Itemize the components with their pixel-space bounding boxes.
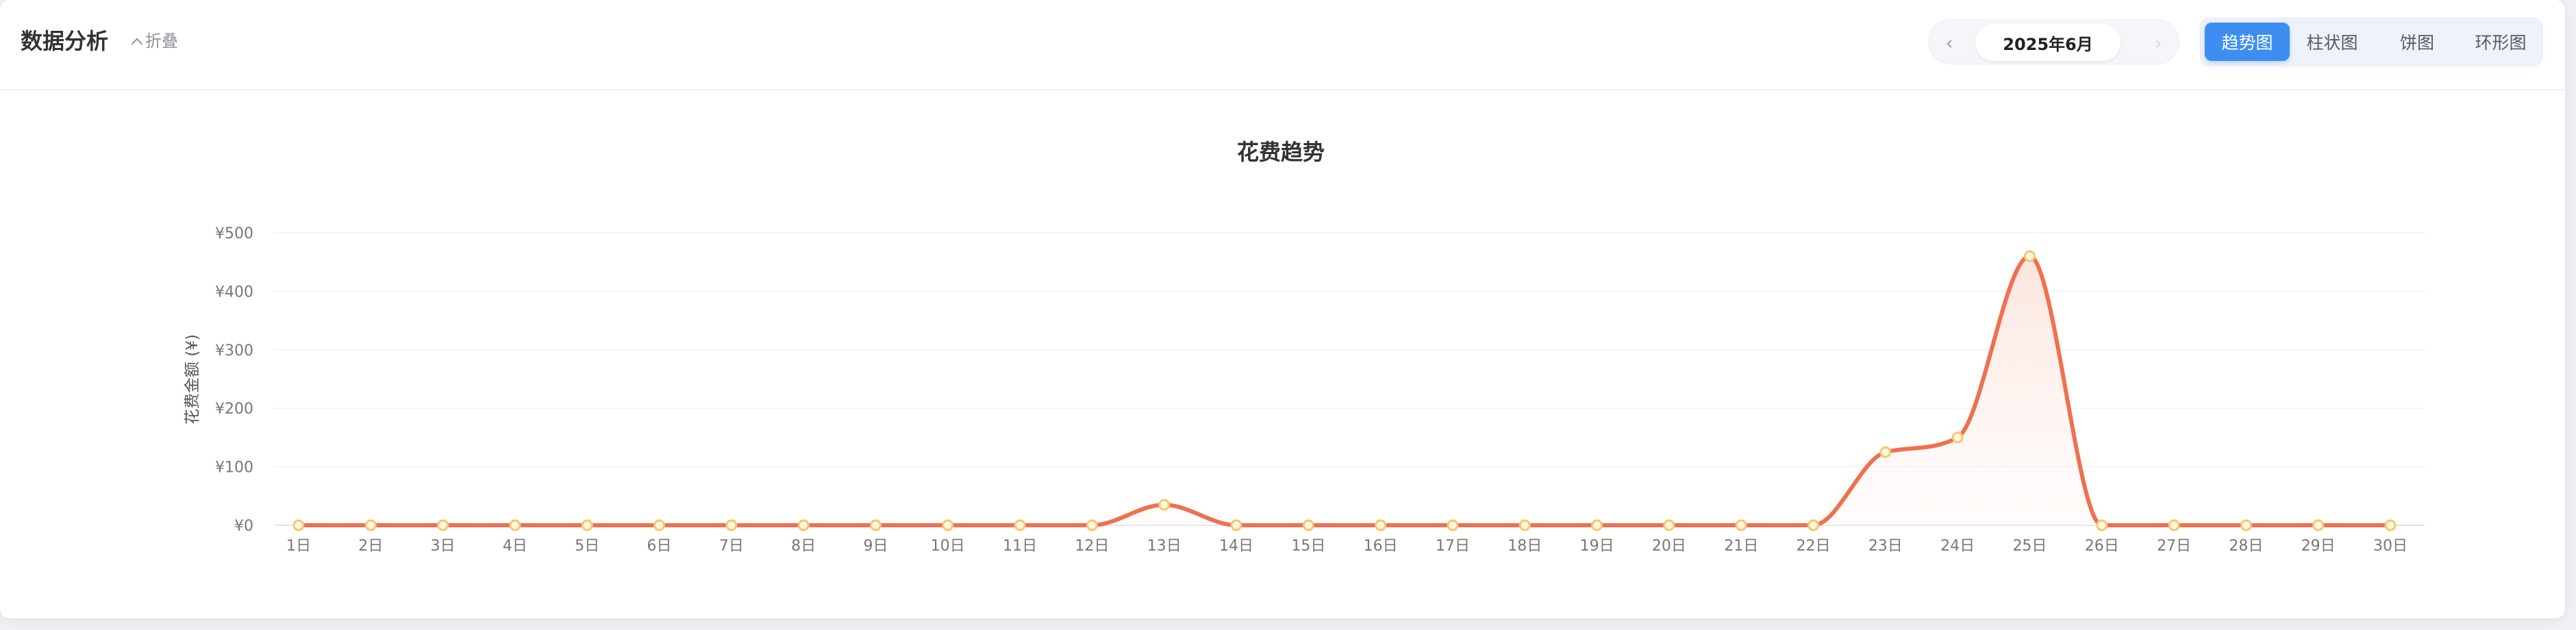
collapse-label: 折叠 xyxy=(145,32,178,51)
x-tick-label: 13日 xyxy=(1147,538,1181,555)
x-tick-label: 2日 xyxy=(358,538,383,555)
y-axis-label: 花费金额 (¥) xyxy=(184,334,201,425)
data-point[interactable] xyxy=(1447,519,1459,531)
data-point[interactable] xyxy=(509,519,521,531)
data-point[interactable] xyxy=(292,519,305,531)
page-title: 数据分析 xyxy=(21,28,109,54)
data-point[interactable] xyxy=(1808,519,1820,531)
x-tick-label: 6日 xyxy=(647,538,672,555)
x-tick-label: 8日 xyxy=(791,538,816,555)
chart-type-tabs: 趋势图 柱状图 饼图 环形图 xyxy=(2200,18,2542,66)
chart-title: 花费趋势 xyxy=(1237,139,1325,165)
data-point[interactable] xyxy=(2096,519,2108,531)
y-tick-label: ¥100 xyxy=(215,459,253,477)
x-tick-label: 14日 xyxy=(1219,538,1253,555)
data-point[interactable] xyxy=(1230,519,1242,531)
x-tick-label: 1日 xyxy=(286,538,311,555)
x-tick-label: 16日 xyxy=(1364,538,1398,555)
data-point[interactable] xyxy=(1591,519,1603,531)
data-point[interactable] xyxy=(581,519,593,531)
chevron-right-icon: › xyxy=(2154,31,2162,54)
collapse-toggle[interactable]: 折叠 xyxy=(131,30,178,52)
x-tick-label: 7日 xyxy=(719,538,744,555)
data-point[interactable] xyxy=(437,519,449,531)
data-point[interactable] xyxy=(1014,519,1026,531)
y-tick-label: ¥300 xyxy=(215,342,253,360)
data-point[interactable] xyxy=(1302,519,1314,531)
data-point[interactable] xyxy=(2312,519,2325,531)
x-tick-label: 24日 xyxy=(1940,538,1975,555)
data-point[interactable] xyxy=(1735,519,1747,531)
spending-trend-chart: 花费趋势 ¥0 ¥100 ¥200 ¥300 ¥400 ¥500 花费金额 (¥) 1日 2日 3日… xyxy=(184,139,2425,555)
x-tick-label: 25日 xyxy=(2012,538,2047,555)
data-point[interactable] xyxy=(1086,519,1098,531)
x-tick-label: 17日 xyxy=(1436,538,1470,555)
data-point[interactable] xyxy=(1518,519,1531,531)
x-tick-label: 3日 xyxy=(431,538,455,555)
prev-month-button[interactable]: ‹ xyxy=(1929,20,1970,65)
x-tick-label: 15日 xyxy=(1291,538,1325,555)
x-tick-label: 22日 xyxy=(1797,538,1831,555)
card-header: 数据分析 折叠 ‹ 2025年6月 › 趋势图 柱状图 饼图 环形图 xyxy=(0,0,2565,90)
series-area xyxy=(299,256,2390,525)
data-point[interactable] xyxy=(725,519,738,531)
x-tick-label: 20日 xyxy=(1652,538,1686,555)
x-tick-label: 11日 xyxy=(1003,538,1037,555)
data-point[interactable] xyxy=(869,519,881,531)
data-point[interactable] xyxy=(1951,431,1964,444)
x-tick-label: 23日 xyxy=(1868,538,1903,555)
y-tick-label: ¥200 xyxy=(215,401,253,418)
data-point[interactable] xyxy=(364,519,377,531)
data-point[interactable] xyxy=(797,519,810,531)
x-tick-label: 27日 xyxy=(2157,538,2191,555)
y-tick-label: ¥500 xyxy=(215,225,253,242)
x-tick-label: 18日 xyxy=(1508,538,1542,555)
y-tick-label: ¥400 xyxy=(215,284,253,301)
x-tick-label: 26日 xyxy=(2085,538,2119,555)
x-tick-label: 10日 xyxy=(931,538,965,555)
tab-ring[interactable]: 环形图 xyxy=(2475,33,2527,53)
month-selector: ‹ 2025年6月 › xyxy=(1928,19,2179,64)
chevron-up-icon xyxy=(131,38,143,50)
x-tick-label: 12日 xyxy=(1075,538,1109,555)
data-point[interactable] xyxy=(1879,446,1892,458)
data-point[interactable] xyxy=(2023,250,2036,262)
data-point[interactable] xyxy=(942,519,954,531)
x-tick-label: 29日 xyxy=(2301,538,2336,555)
x-tick-label: 21日 xyxy=(1724,538,1758,555)
tab-bar[interactable]: 柱状图 xyxy=(2306,33,2358,53)
data-point[interactable] xyxy=(1663,519,1675,531)
data-point[interactable] xyxy=(2384,519,2397,531)
x-tick-label: 28日 xyxy=(2229,538,2263,555)
current-month[interactable]: 2025年6月 xyxy=(1975,24,2121,61)
tab-trend[interactable]: 趋势图 xyxy=(2205,23,2290,61)
data-analysis-card: 数据分析 折叠 ‹ 2025年6月 › 趋势图 柱状图 饼图 环形图 xyxy=(0,0,2565,618)
data-point[interactable] xyxy=(1375,519,1387,531)
next-month-button[interactable]: › xyxy=(2138,20,2179,65)
data-point[interactable] xyxy=(2240,519,2252,531)
chevron-left-icon: ‹ xyxy=(1945,31,1953,54)
y-tick-label: ¥0 xyxy=(234,518,253,535)
tab-pie[interactable]: 饼图 xyxy=(2399,33,2434,53)
x-tick-label: 9日 xyxy=(863,538,888,555)
chart-area: 花费趋势 ¥0 ¥100 ¥200 ¥300 ¥400 ¥500 花费金额 (¥) 1日 2日 3日… xyxy=(0,92,2565,612)
x-tick-label: 30日 xyxy=(2373,538,2408,555)
x-tick-label: 19日 xyxy=(1580,538,1614,555)
x-tick-label: 5日 xyxy=(575,538,599,555)
data-point[interactable] xyxy=(2168,519,2180,531)
data-point[interactable] xyxy=(1158,499,1171,511)
data-point[interactable] xyxy=(653,519,666,531)
x-tick-label: 4日 xyxy=(503,538,527,555)
